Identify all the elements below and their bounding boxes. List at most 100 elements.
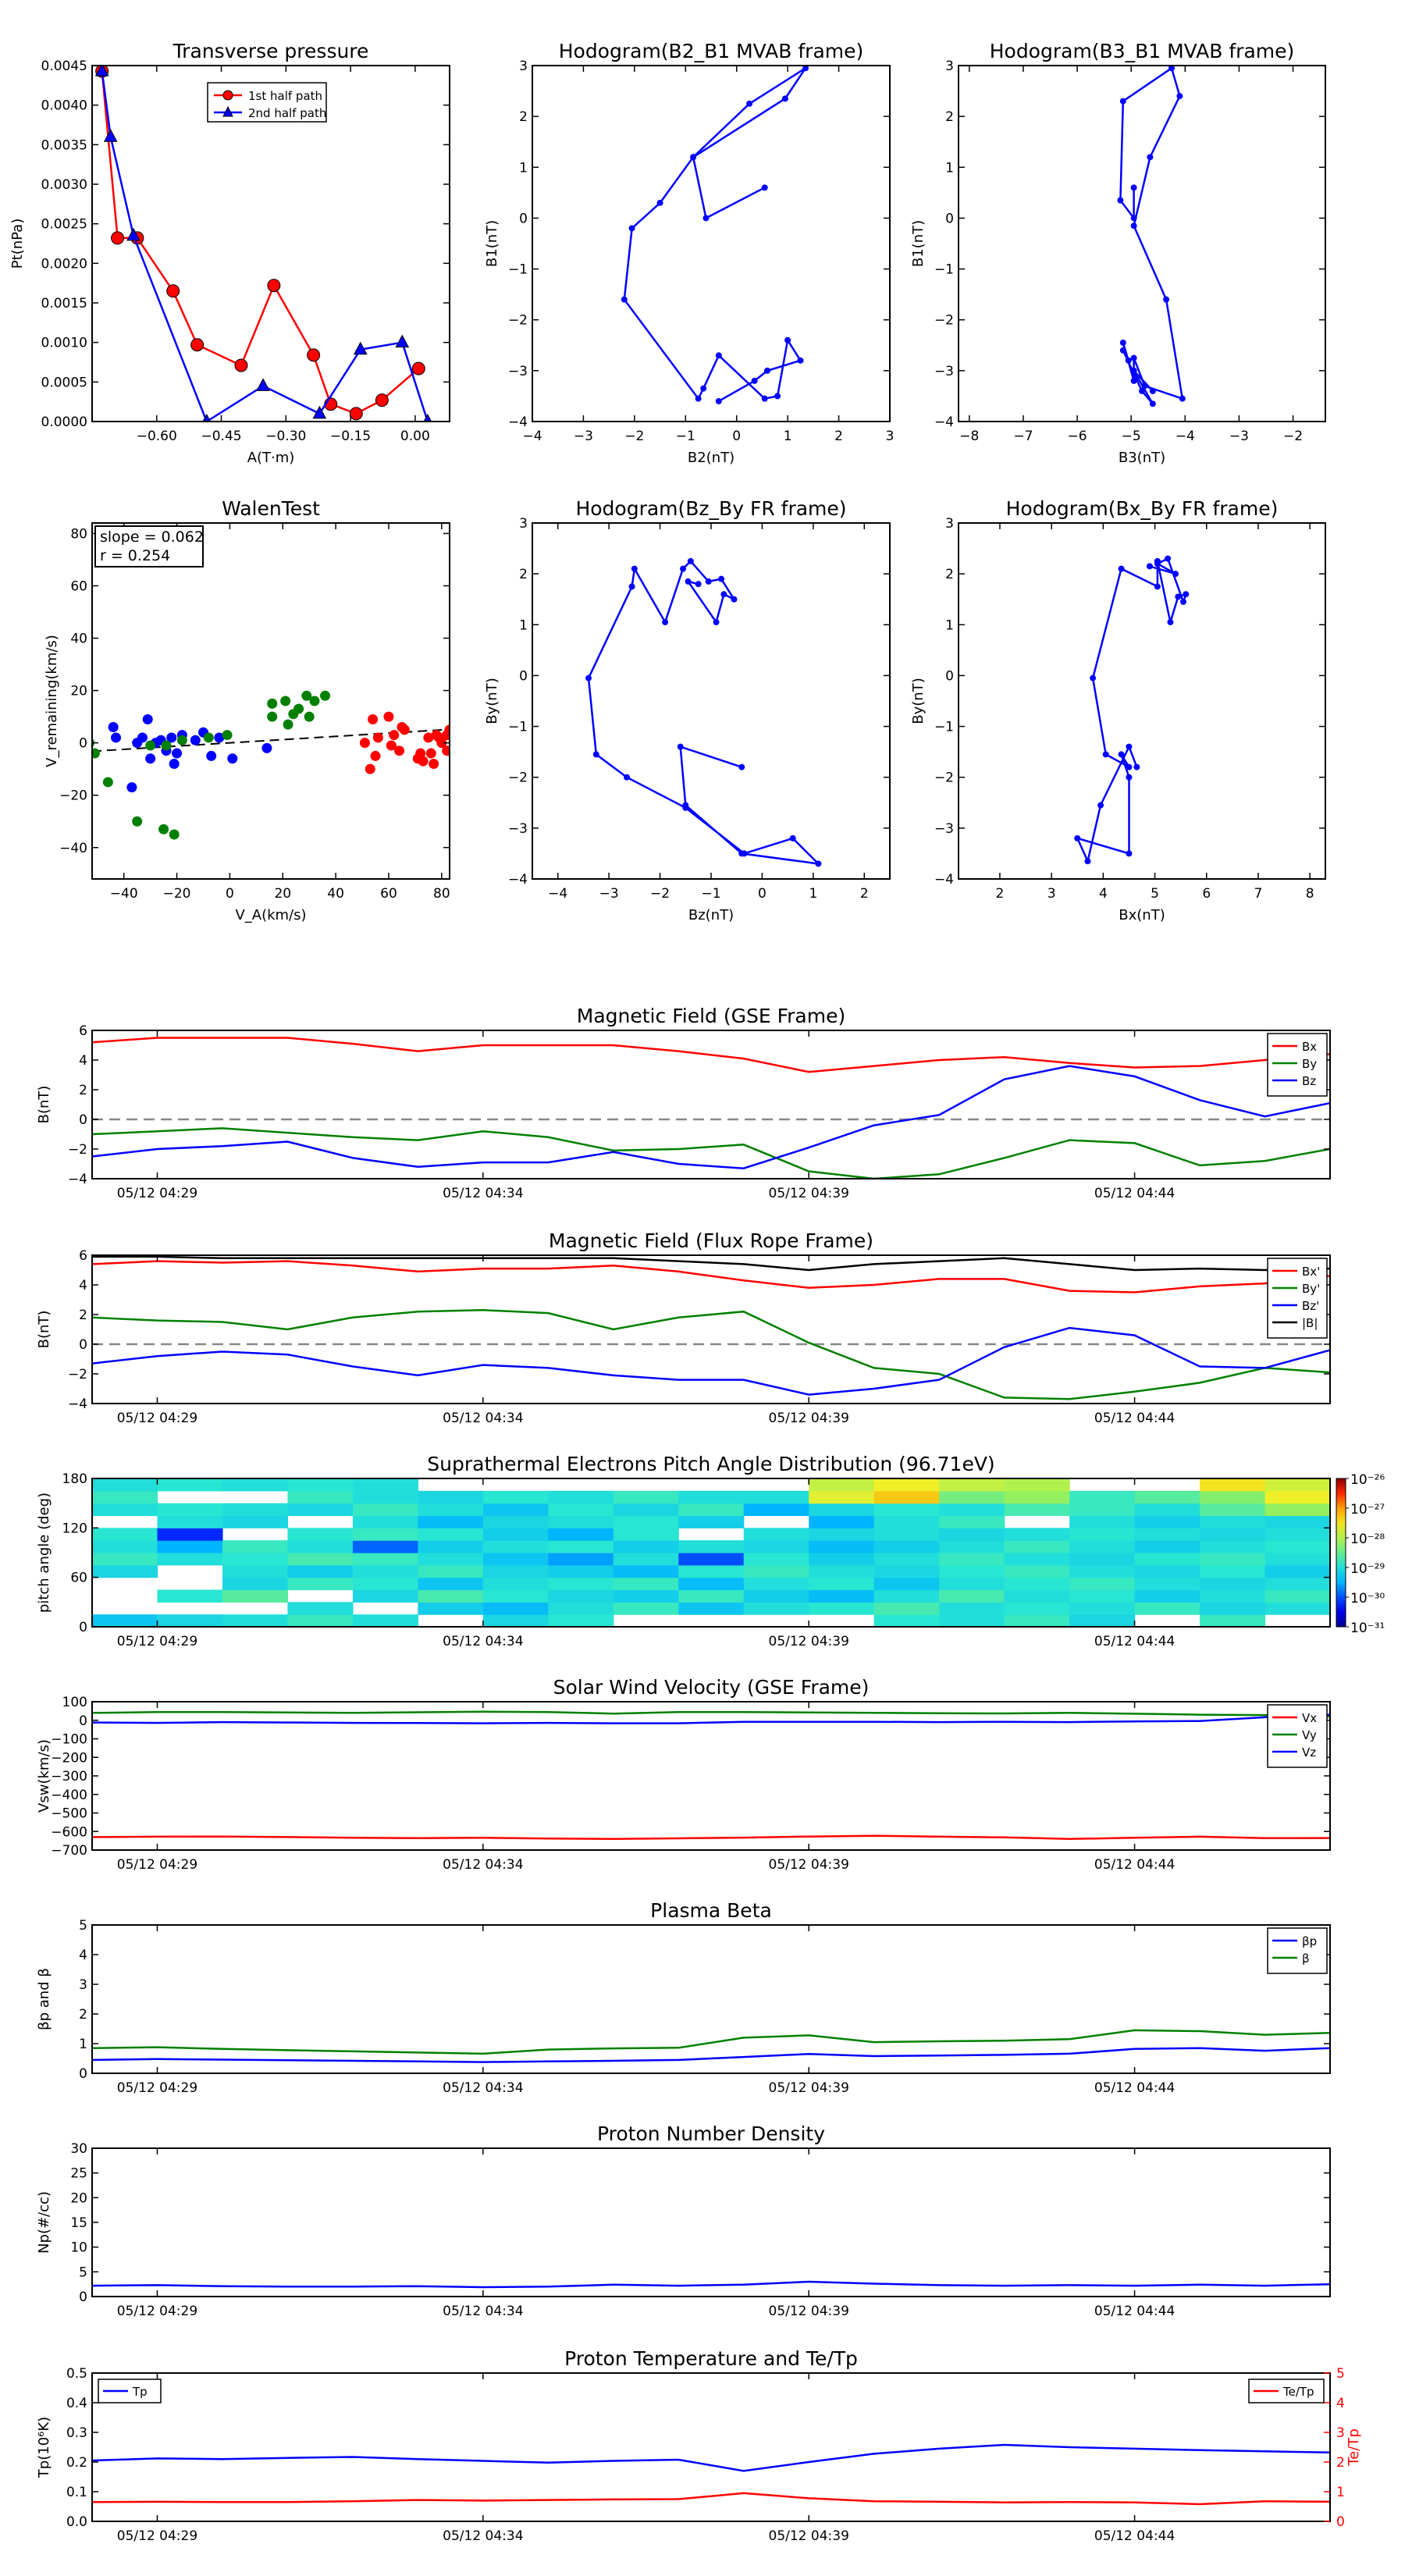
chart-title: Magnetic Field (GSE Frame): [577, 1005, 845, 1027]
colorbar: [1336, 1478, 1346, 1628]
data-point: [267, 711, 278, 722]
data-point: [386, 740, 397, 751]
heatmap-cell: [222, 1553, 289, 1566]
plot-frame: [91, 1701, 1331, 1851]
data-point: [1130, 367, 1137, 374]
heatmap-cell: [1264, 1553, 1330, 1566]
heatmap-cell: [809, 1515, 875, 1528]
panel-beta: Plasma Beta 05/12 04:29 05/12 04:34 05/12 0…: [36, 1899, 1331, 2096]
x-tick-label: −6: [1068, 429, 1087, 444]
y-tick-label: 2: [519, 567, 528, 582]
y-tick-label: 3: [945, 516, 954, 532]
y-tick-label: 20: [70, 684, 87, 699]
y-axis-label: Pt(nPa): [9, 219, 26, 269]
panel-walen: WalenTest −40 −20 0 20 40 60 80 −40 −20 0 20 40 60 80 V…: [44, 497, 450, 923]
legend-label: Tp: [132, 2385, 148, 2399]
y-axis-label: B(nT): [36, 1086, 52, 1124]
plot-area: [92, 1710, 1330, 1841]
x-tick-label: 05/12 04:29: [117, 2304, 197, 2319]
panel-h4: Hodogram(Bx_By FR frame) 2 3 4 5 6 7 8 −4 −3 −2 −1 0…: [910, 497, 1326, 923]
heatmap-cell: [1200, 1614, 1266, 1627]
data-point: [161, 740, 172, 751]
heatmap-cell: [352, 1564, 418, 1578]
y-tick-label: −4: [68, 1172, 87, 1187]
heatmap-cell: [1004, 1614, 1070, 1627]
x-tick-label: −40: [110, 886, 138, 902]
heatmap-cell: [809, 1577, 875, 1591]
y-tick-label: 1: [945, 617, 954, 633]
data-point: [700, 385, 707, 392]
data-point: [702, 215, 710, 222]
data-point: [1165, 555, 1172, 562]
y-tick-label: −1: [934, 720, 954, 735]
heatmap-cell: [1134, 1503, 1200, 1517]
heatmap-cell: [678, 1589, 745, 1603]
y-tick-label: −2: [68, 1142, 87, 1158]
y-tick-label: 2: [79, 1308, 87, 1323]
y-tick-label: 0.3: [66, 2425, 87, 2441]
colorbar-tick-label: 10⁻³¹: [1350, 1621, 1385, 1636]
y-tick-label: −100: [51, 1732, 87, 1748]
data-point: [126, 227, 140, 241]
heatmap-cell: [809, 1564, 875, 1578]
legend-label: Bx': [1302, 1265, 1320, 1279]
chart-title: Hodogram(Bx_By FR frame): [1006, 497, 1279, 520]
heatmap-cell: [1004, 1564, 1070, 1578]
data-point: [656, 199, 663, 206]
heatmap-cell: [1069, 1540, 1136, 1553]
heatmap-cell: [482, 1577, 549, 1591]
annotation-box: [94, 525, 204, 568]
heatmap-cell: [1069, 1564, 1136, 1578]
plot-frame: [91, 1030, 1331, 1179]
heatmap-cell: [678, 1577, 745, 1591]
y-tick-label: 80: [70, 526, 87, 542]
data-point: [108, 722, 119, 733]
data-point: [705, 578, 712, 585]
y-tick-label: 0.0010: [41, 336, 87, 351]
y-axis-label: B1(nT): [484, 220, 500, 267]
heatmap-cell: [418, 1577, 484, 1591]
heatmap-cell: [1069, 1503, 1136, 1517]
y-tick-label: 20: [70, 2190, 87, 2206]
y-tick-label: 3: [519, 59, 528, 74]
heatmap-cell: [939, 1577, 1005, 1591]
y-tick-label: 3: [945, 59, 954, 74]
y-tick-label: −400: [51, 1788, 87, 1803]
y-tick-label: 10: [70, 2240, 87, 2256]
y-axis-label: B1(nT): [910, 220, 927, 267]
legend-label: By': [1302, 1282, 1320, 1296]
data-point: [145, 753, 156, 764]
data-point: [425, 748, 436, 759]
y-tick-label: −2: [508, 770, 528, 786]
heatmap-cell: [287, 1614, 354, 1627]
x-tick-label: 3: [886, 429, 895, 444]
heatmap-cell: [939, 1602, 1005, 1615]
data-point: [92, 748, 100, 759]
heatmap-cell: [548, 1528, 614, 1541]
data-point: [172, 748, 183, 759]
heatmap-cell: [1264, 1589, 1330, 1603]
plot-area: [94, 66, 432, 422]
heatmap-cell: [1200, 1490, 1266, 1504]
data-point: [687, 557, 694, 564]
heatmap-cell: [1264, 1540, 1330, 1553]
x-tick-label: 05/12 04:34: [443, 2528, 523, 2544]
x-tick-label: 0.00: [400, 429, 430, 444]
heatmap-cell: [222, 1515, 289, 1528]
heatmap-cell: [222, 1589, 289, 1603]
y-tick-label: 15: [70, 2215, 87, 2231]
series-line-Bz': [92, 1326, 1330, 1396]
data-point: [746, 100, 753, 107]
heatmap-cell: [1264, 1503, 1330, 1517]
data-point: [312, 405, 327, 419]
x-tick-label: 05/12 04:29: [117, 1634, 197, 1649]
plot-frame: [91, 1478, 1331, 1628]
heatmap-cell: [1004, 1602, 1070, 1615]
heatmap-cell: [548, 1577, 614, 1591]
heatmap-cell: [873, 1589, 940, 1603]
plot-frame: [532, 522, 891, 880]
data-point: [1102, 751, 1109, 758]
y-tick-label: 4: [79, 1053, 87, 1069]
heatmap-cell: [809, 1490, 875, 1504]
x-tick-label: 05/12 04:39: [769, 1186, 849, 1201]
